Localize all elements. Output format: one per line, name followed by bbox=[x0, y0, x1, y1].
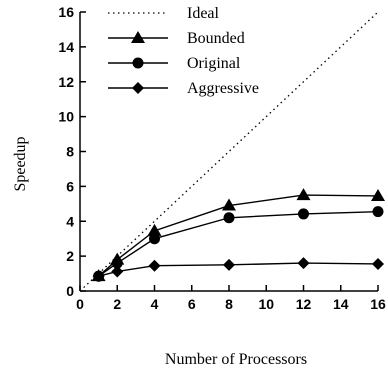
original-point bbox=[298, 208, 309, 220]
bounded-point bbox=[222, 198, 236, 211]
legend-label-aggressive: Aggressive bbox=[187, 80, 259, 97]
aggressive-point bbox=[111, 265, 124, 278]
y-tick-label: 4 bbox=[66, 213, 74, 229]
x-tick-label: 14 bbox=[333, 296, 349, 312]
legend: Ideal Bounded Original Aggressive bbox=[108, 5, 259, 97]
axes: 0 2 4 6 8 10 12 14 16 0 2 4 6 8 10 12 14 16 bbox=[58, 4, 386, 312]
y-tick-label: 12 bbox=[58, 74, 74, 90]
y-tick-label: 16 bbox=[58, 4, 74, 20]
original-point bbox=[372, 206, 384, 218]
legend-marker-aggressive bbox=[132, 82, 144, 94]
x-tick-label: 4 bbox=[151, 296, 159, 312]
aggressive-point bbox=[223, 258, 235, 271]
aggressive-point bbox=[148, 259, 161, 272]
y-tick-label: 14 bbox=[58, 39, 74, 55]
original-point bbox=[149, 233, 160, 245]
x-tick-label: 10 bbox=[258, 296, 274, 312]
x-axis-title: Number of Processors bbox=[165, 351, 307, 368]
y-tick-label: 8 bbox=[66, 144, 74, 160]
y-tick-label: 2 bbox=[66, 248, 74, 264]
x-tick-label: 6 bbox=[188, 296, 196, 312]
y-axis-title: Speedup bbox=[12, 136, 29, 191]
legend-label-ideal: Ideal bbox=[187, 5, 220, 22]
plot-area bbox=[79, 11, 385, 292]
y-tick-label: 6 bbox=[66, 178, 74, 194]
legend-marker-original bbox=[132, 57, 144, 69]
y-tick-label: 10 bbox=[58, 109, 74, 125]
bounded-point bbox=[147, 223, 162, 236]
original-point bbox=[223, 212, 235, 224]
x-tick-label: 8 bbox=[225, 296, 233, 312]
aggressive-point bbox=[92, 270, 105, 283]
legend-label-original: Original bbox=[187, 55, 241, 72]
y-tick-label: 0 bbox=[66, 283, 74, 299]
x-tick-label: 2 bbox=[113, 296, 121, 312]
legend-marker-bounded bbox=[131, 31, 145, 43]
aggressive-point bbox=[372, 257, 384, 270]
x-tick-label: 12 bbox=[296, 296, 312, 312]
legend-label-bounded: Bounded bbox=[187, 30, 245, 47]
x-tick-label: 16 bbox=[370, 296, 386, 312]
bounded-point bbox=[371, 188, 385, 201]
x-tick-label: 0 bbox=[76, 296, 84, 312]
bounded-point bbox=[296, 188, 311, 201]
series-line-original bbox=[98, 210, 379, 277]
aggressive-point bbox=[297, 257, 310, 270]
series-line-ideal bbox=[79, 11, 379, 292]
series-line-aggressive bbox=[98, 262, 379, 277]
original-point bbox=[111, 257, 123, 269]
